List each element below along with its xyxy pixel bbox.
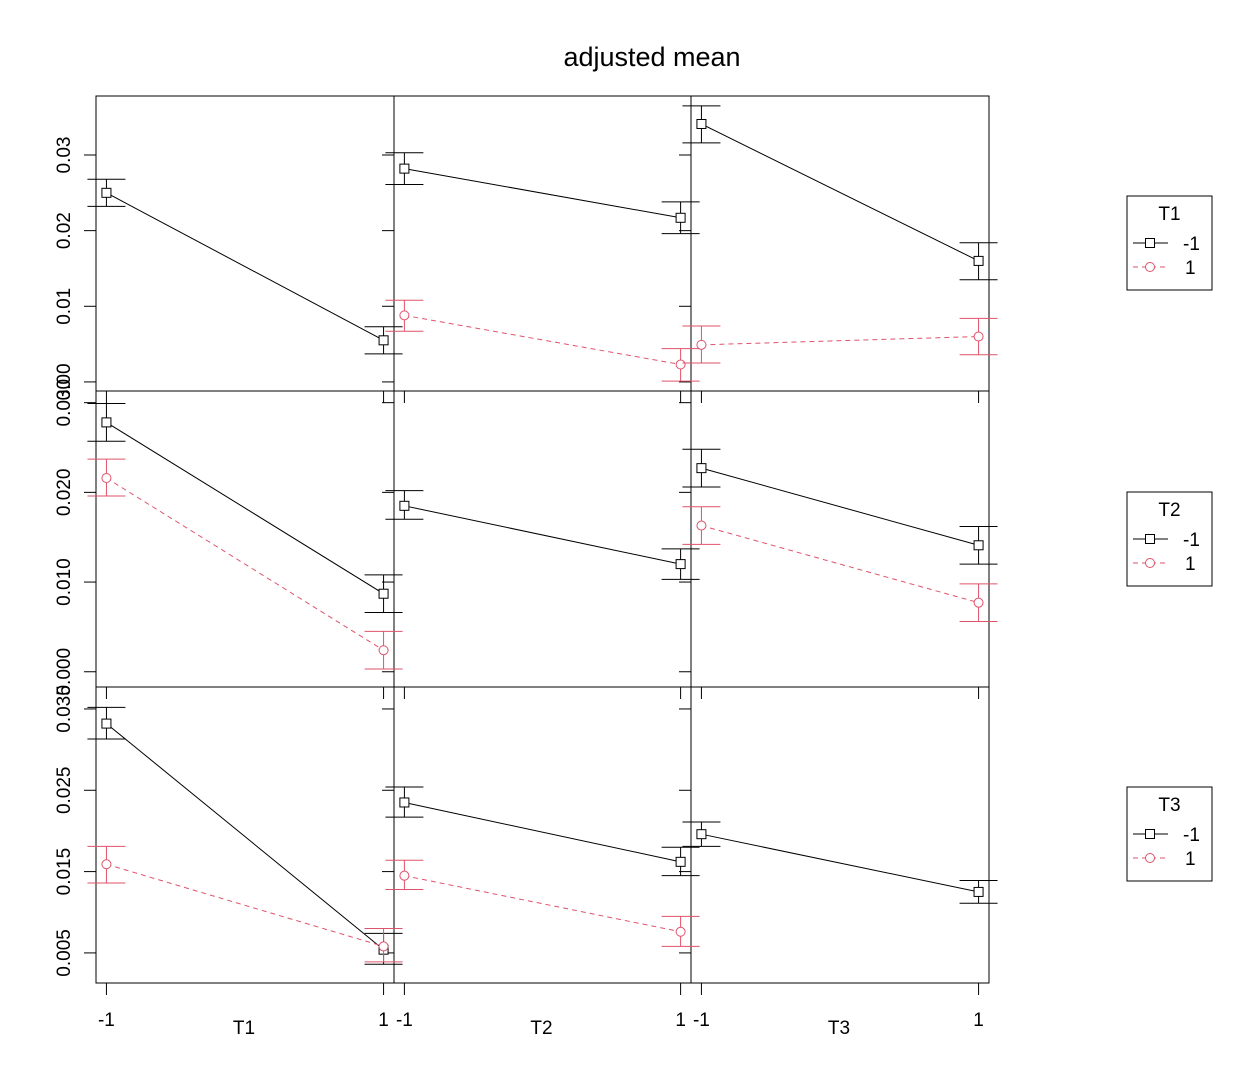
series-line-level-pos1 — [701, 336, 979, 346]
series-line-level-neg1 — [106, 421, 384, 595]
data-point-circle — [973, 597, 984, 608]
series-line-level-neg1 — [404, 801, 681, 863]
data-point-square — [973, 540, 984, 551]
panel-frame-r2-c0 — [95, 686, 395, 984]
data-point-square — [973, 255, 984, 266]
y-tick-label: 0.015 — [54, 848, 75, 896]
y-tick-label: 0.020 — [54, 469, 75, 517]
legend-square-marker — [1145, 238, 1155, 248]
data-point-circle — [696, 520, 707, 531]
data-point-square — [696, 829, 707, 840]
legend-entry-label: 1 — [1185, 554, 1196, 575]
y-tick-label: 0.010 — [54, 558, 75, 606]
y-tick-label: 0.030 — [54, 379, 75, 427]
legend-entry-label: -1 — [1183, 234, 1200, 255]
series-line-level-pos1 — [404, 314, 681, 366]
y-tick-label: 0.02 — [54, 212, 75, 249]
panel-frame-r0-c1 — [393, 95, 692, 392]
panel-frame-r1-c1 — [393, 390, 692, 688]
y-tick-label: 0.03 — [54, 137, 75, 174]
x-axis-label: T1 — [233, 1018, 255, 1039]
data-point-circle — [101, 473, 112, 484]
series-line-level-pos1 — [106, 477, 384, 651]
series-line-level-neg1 — [701, 467, 979, 546]
x-axis-label: T2 — [530, 1018, 552, 1039]
data-point-square — [101, 187, 112, 198]
y-tick-label: 0.025 — [54, 767, 75, 815]
data-point-square — [675, 856, 686, 867]
panel-frame-r2-c1 — [393, 686, 692, 984]
legend-title: T3 — [1158, 795, 1180, 816]
panel-frame-r0-c0 — [95, 95, 395, 392]
series-line-level-neg1 — [404, 505, 681, 565]
data-point-circle — [675, 926, 686, 937]
legend-title: T2 — [1158, 500, 1180, 521]
legend-title: T1 — [1158, 204, 1180, 225]
legend-entry-label: -1 — [1183, 825, 1200, 846]
chart-title: adjusted mean — [563, 42, 740, 72]
series-line-level-neg1 — [701, 833, 979, 893]
plot-layer: 0.00 0.01 0.02 0.03 0.000 0.010 0.020 0.030 0.00… — [54, 95, 998, 1039]
data-point-square — [399, 500, 410, 511]
series-line-level-neg1 — [106, 723, 384, 951]
data-point-square — [399, 797, 410, 808]
series-line-level-pos1 — [701, 525, 979, 604]
data-point-circle — [399, 310, 410, 321]
panel-frame-r1-c0 — [95, 390, 395, 688]
legend-circle-marker — [1145, 262, 1155, 272]
x-tick-label: 1 — [973, 1010, 984, 1031]
y-tick-label: 0.00 — [54, 363, 75, 400]
panel-frame-r1-c2 — [690, 390, 990, 688]
x-axis-label: T3 — [828, 1018, 850, 1039]
y-tick-label: 0.01 — [54, 288, 75, 325]
data-point-square — [696, 463, 707, 474]
data-point-circle — [101, 859, 112, 870]
panel-frame-r2-c2 — [690, 686, 990, 984]
data-point-square — [378, 335, 389, 346]
data-point-square — [378, 588, 389, 599]
series-line-level-pos1 — [404, 875, 681, 933]
x-tick-label: -1 — [396, 1010, 413, 1031]
x-tick-label: -1 — [98, 1010, 115, 1031]
data-point-square — [675, 212, 686, 223]
series-line-level-pos1 — [106, 863, 384, 947]
data-point-square — [101, 718, 112, 729]
data-point-square — [675, 559, 686, 570]
legend-square-marker — [1145, 829, 1155, 839]
data-point-circle — [675, 359, 686, 370]
y-tick-label: 0.000 — [54, 648, 75, 696]
legend-entry-label: 1 — [1185, 258, 1196, 279]
legend-square-marker — [1145, 534, 1155, 544]
data-point-square — [696, 118, 707, 129]
legend-entry-label: 1 — [1185, 849, 1196, 870]
data-point-square — [399, 163, 410, 174]
y-tick-label: 0.005 — [54, 929, 75, 977]
data-point-circle — [973, 331, 984, 342]
data-point-circle — [399, 870, 410, 881]
series-line-level-neg1 — [404, 168, 681, 219]
y-tick-label: 0.035 — [54, 685, 75, 733]
data-point-circle — [696, 339, 707, 350]
legend-entry-label: -1 — [1183, 530, 1200, 551]
data-point-circle — [378, 645, 389, 656]
x-tick-label: -1 — [693, 1010, 710, 1031]
legend-circle-marker — [1145, 853, 1155, 863]
legend-circle-marker — [1145, 558, 1155, 568]
data-point-circle — [378, 941, 389, 952]
series-line-level-neg1 — [106, 192, 384, 341]
x-tick-label: 1 — [378, 1010, 389, 1031]
data-point-square — [101, 417, 112, 428]
series-line-level-neg1 — [701, 123, 979, 262]
data-point-square — [973, 886, 984, 897]
x-tick-label: 1 — [675, 1010, 686, 1031]
